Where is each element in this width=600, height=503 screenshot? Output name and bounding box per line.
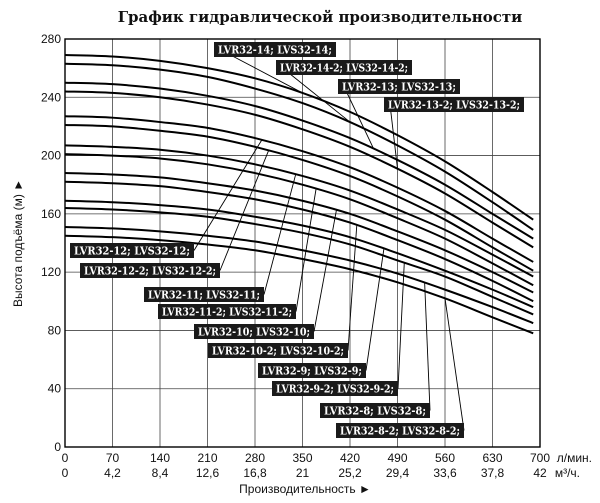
leader-line-9 [347,225,358,351]
leader-line-12 [424,282,431,411]
x-tick-primary-0: 0 [62,451,69,465]
curve-label-box-3 [384,97,524,112]
curve-12 [64,225,534,325]
curve-label-5: LVR32-12-2; LVS32-12-2; [84,265,216,278]
leader-line-5 [219,150,269,271]
curve-label-box-9 [208,343,348,358]
leader-line-8 [313,210,337,332]
y-tick-3: 120 [41,265,61,279]
curve-0 [64,54,534,221]
leader-line-3 [389,104,398,169]
curve-label-3: LVR32-13-2; LVS32-13-2; [388,99,520,112]
curve-labels: LVR32-14; LVS32-14; LVR32-14-2; LVS32-14-… [70,42,524,438]
y-axis-label: Высота подъёма (м) ► [11,179,25,307]
y-tick-2: 80 [48,323,62,337]
x-tick-secondary-5: 21 [296,466,310,480]
curve-11 [64,207,534,316]
curve-label-box-7 [158,304,296,319]
curve-label-6: LVR32-11; LVS32-11; [148,289,260,302]
x-tick-primary-2: 140 [150,451,170,465]
curve-9 [64,180,534,303]
curve-2 [64,81,534,240]
chart-title: График гидравлической производительности [118,8,523,26]
x-tick-secondary-1: 4,2 [104,466,121,480]
x-tick-primary-8: 560 [435,451,455,465]
x-tick-secondary-0: 0 [62,466,69,480]
leader-lines [193,49,465,431]
x-tick-primary-5: 350 [292,451,312,465]
curve-label-box-1 [276,60,412,75]
plot-frame [64,38,541,448]
curve-label-12: LVR32-8; LVS32-8; [324,405,426,418]
curve-5 [64,123,534,272]
y-tick-7: 280 [41,32,61,46]
curve-13 [64,234,534,335]
curve-label-0: LVR32-14; LVS32-14; [218,44,332,57]
x-tick-secondary-7: 29,4 [386,466,410,480]
curve-label-box-5 [80,263,220,278]
leader-line-11 [397,262,405,389]
curve-label-box-11 [272,381,398,396]
curve-1 [64,62,534,231]
curve-7 [64,153,534,287]
curve-label-9: LVR32-10-2; LVS32-10-2; [212,345,344,358]
x-tick-primary-6: 420 [340,451,360,465]
x-tick-secondary-9: 37,8 [481,466,505,480]
x-tick-primary-7: 490 [387,451,407,465]
x-tick-primary-4: 280 [245,451,265,465]
y-tick-4: 160 [41,207,61,221]
curve-label-7: LVR32-11-2; LVS32-11-2; [162,306,292,319]
curve-6 [64,144,534,278]
curve-8 [64,172,534,294]
x-tick-primary-1: 70 [106,451,120,465]
x-unit-secondary: м³/ч. [555,466,580,480]
leader-line-10 [365,248,385,371]
curve-label-2: LVR32-13; LVS32-13; [342,81,456,94]
x-tick-secondary-6: 25,2 [338,466,362,480]
curve-label-8: LVR32-10; LVS32-10; [198,326,310,339]
curve-3 [64,90,534,249]
leader-line-4 [193,139,263,251]
curve-label-box-0 [214,42,336,57]
y-tick-1: 40 [48,382,62,396]
curve-4 [64,115,534,263]
leader-line-7 [295,188,317,312]
y-tick-5: 200 [41,149,61,163]
y-tick-0: 0 [54,440,61,454]
x-tick-primary-10: 700 [530,451,550,465]
curve-label-4: LVR32-12; LVS32-12; [74,245,190,258]
x-tick-secondary-2: 8,4 [152,466,169,480]
curve-label-box-2 [338,79,460,94]
curve-10 [64,199,534,309]
curve-label-box-4 [70,243,194,258]
x-tick-secondary-4: 16,8 [243,466,267,480]
curve-label-box-12 [320,403,430,418]
x-tick-secondary-3: 12,6 [196,466,220,480]
x-tick-secondary-10: 42 [533,466,547,480]
x-tick-primary-3: 210 [197,451,217,465]
curve-label-1: LVR32-14-2; LVS32-14-2; [280,62,408,75]
curve-label-box-6 [144,287,264,302]
x-axis-label: Производительность ► [239,482,371,496]
leader-line-2 [343,86,375,150]
curve-label-box-10 [258,363,366,378]
x-tick-primary-9: 630 [482,451,502,465]
curve-label-11: LVR32-9-2; LVS32-9-2; [276,383,394,396]
x-unit-primary: л/мин. [557,451,592,465]
x-tick-secondary-8: 33,6 [433,466,457,480]
leader-line-6 [263,174,297,295]
curve-label-box-13 [336,423,464,438]
curve-label-10: LVR32-9; LVS32-9; [262,365,362,378]
curve-label-13: LVR32-8-2; LVS32-8-2; [340,425,460,438]
curve-label-box-8 [194,324,314,339]
curves [64,54,534,335]
y-tick-6: 240 [41,90,61,104]
leader-line-1 [281,67,351,123]
leader-line-13 [444,298,465,431]
